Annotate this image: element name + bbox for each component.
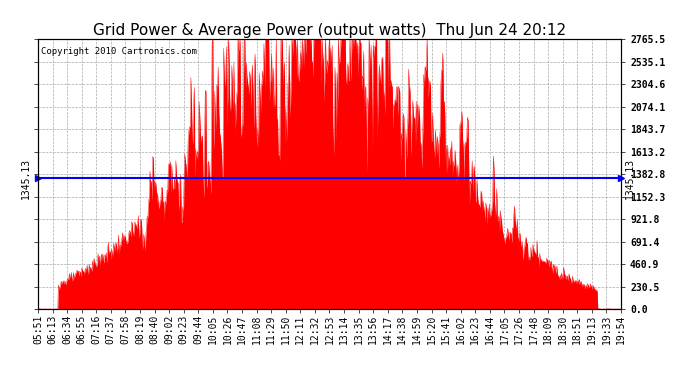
Text: Copyright 2010 Cartronics.com: Copyright 2010 Cartronics.com: [41, 48, 197, 57]
Text: 1345.13: 1345.13: [21, 158, 31, 199]
Text: 1345.13: 1345.13: [624, 158, 634, 199]
Title: Grid Power & Average Power (output watts)  Thu Jun 24 20:12: Grid Power & Average Power (output watts…: [93, 23, 566, 38]
